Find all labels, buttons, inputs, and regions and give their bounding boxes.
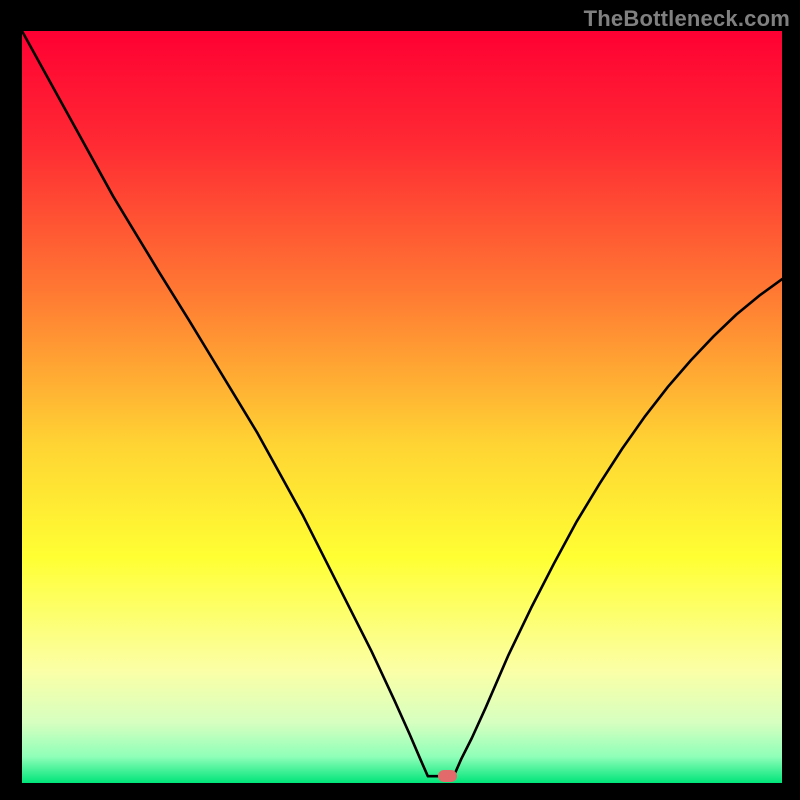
plot-area (22, 31, 782, 783)
optimal-point-marker (438, 770, 458, 782)
plot-svg (22, 31, 782, 783)
watermark-text: TheBottleneck.com (584, 6, 790, 32)
gradient-background (22, 31, 782, 783)
chart-container: TheBottleneck.com (0, 0, 800, 800)
